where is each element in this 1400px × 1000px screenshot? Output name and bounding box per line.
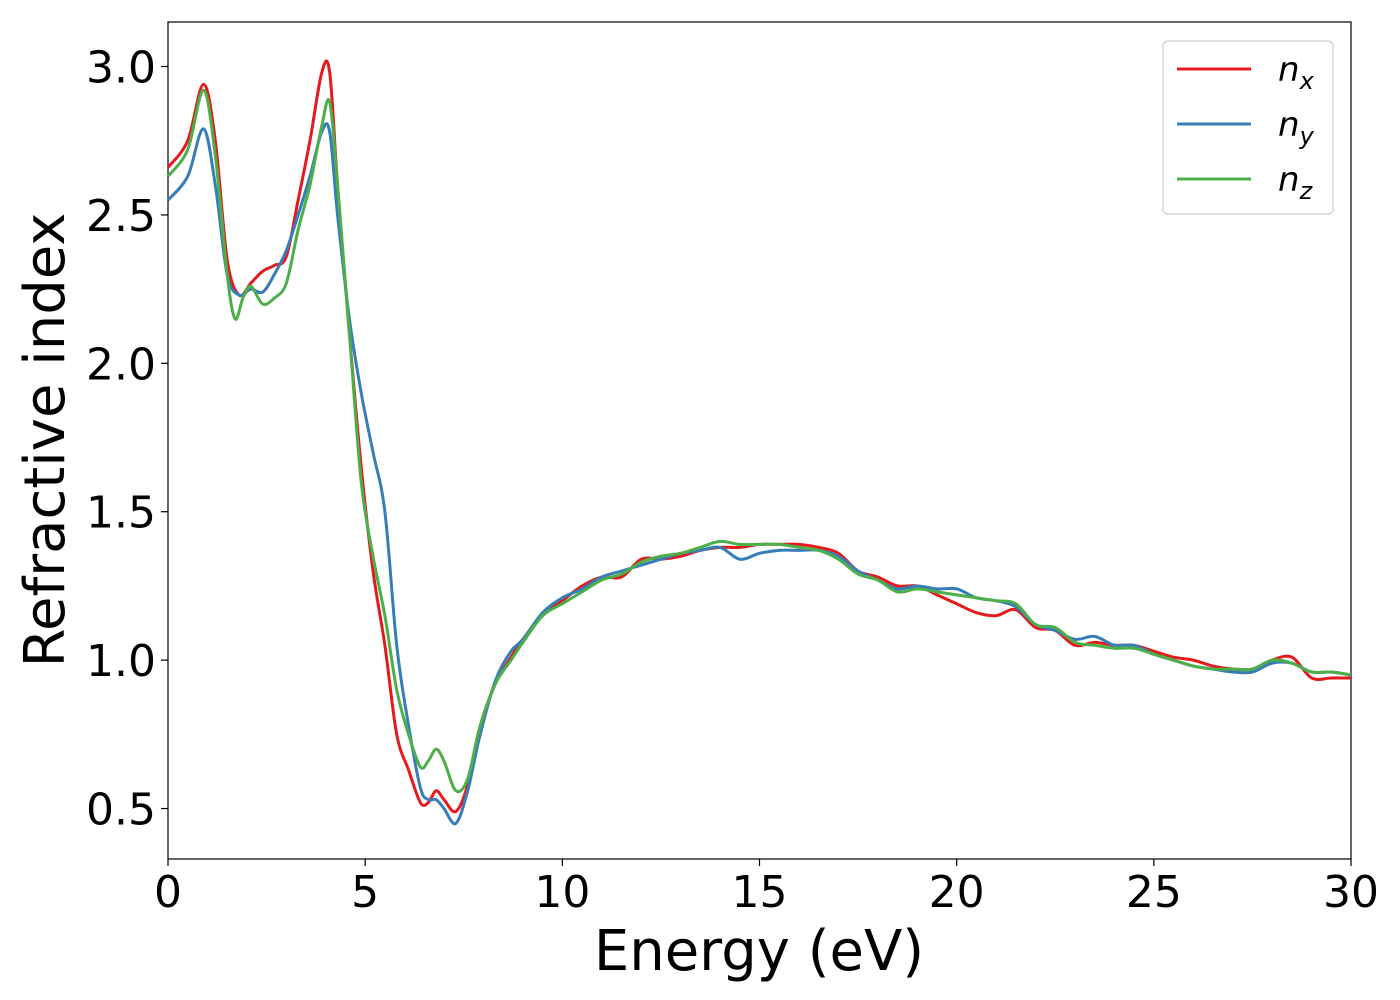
x-axis-label: Energy (eV) xyxy=(594,919,924,984)
y-tick-label: 1.0 xyxy=(86,636,156,687)
series-line-nz xyxy=(166,88,1352,794)
legend-label-main: n xyxy=(1278,50,1300,90)
legend-label-main: n xyxy=(1278,160,1300,200)
x-tick-label: 15 xyxy=(732,867,788,918)
x-tick-label: 25 xyxy=(1126,867,1182,918)
series-line-nx xyxy=(166,59,1351,814)
x-tick-label: 10 xyxy=(534,867,590,918)
y-tick-label: 1.5 xyxy=(86,488,156,539)
y-tick-label: 2.5 xyxy=(86,191,156,242)
legend-label-subscript: y xyxy=(1299,122,1315,150)
y-axis-ticks: 0.5 1.0 1.5 2.0 2.5 3.0 xyxy=(86,43,168,836)
x-axis-ticks: 0 5 10 15 20 25 30 xyxy=(154,859,1379,918)
y-axis-label: Refractive index xyxy=(13,213,78,668)
legend-label-subscript: x xyxy=(1299,67,1315,95)
y-tick-label: 0.5 xyxy=(86,785,156,836)
x-tick-label: 5 xyxy=(351,867,379,918)
series-layer xyxy=(166,59,1352,826)
y-tick-label: 2.0 xyxy=(86,339,156,390)
legend-label-nx: nx xyxy=(1278,50,1315,95)
legend-label-nz: nz xyxy=(1278,160,1314,205)
legend-box xyxy=(1162,40,1334,215)
plot-area xyxy=(167,21,1352,860)
x-tick-label: 30 xyxy=(1323,867,1379,918)
x-tick-label: 0 xyxy=(154,867,182,918)
legend-label-subscript: z xyxy=(1299,177,1314,205)
legend-label-main: n xyxy=(1278,105,1300,145)
x-tick-label: 20 xyxy=(929,867,985,918)
legend-label-ny: ny xyxy=(1278,105,1315,150)
y-tick-label: 3.0 xyxy=(86,43,156,94)
